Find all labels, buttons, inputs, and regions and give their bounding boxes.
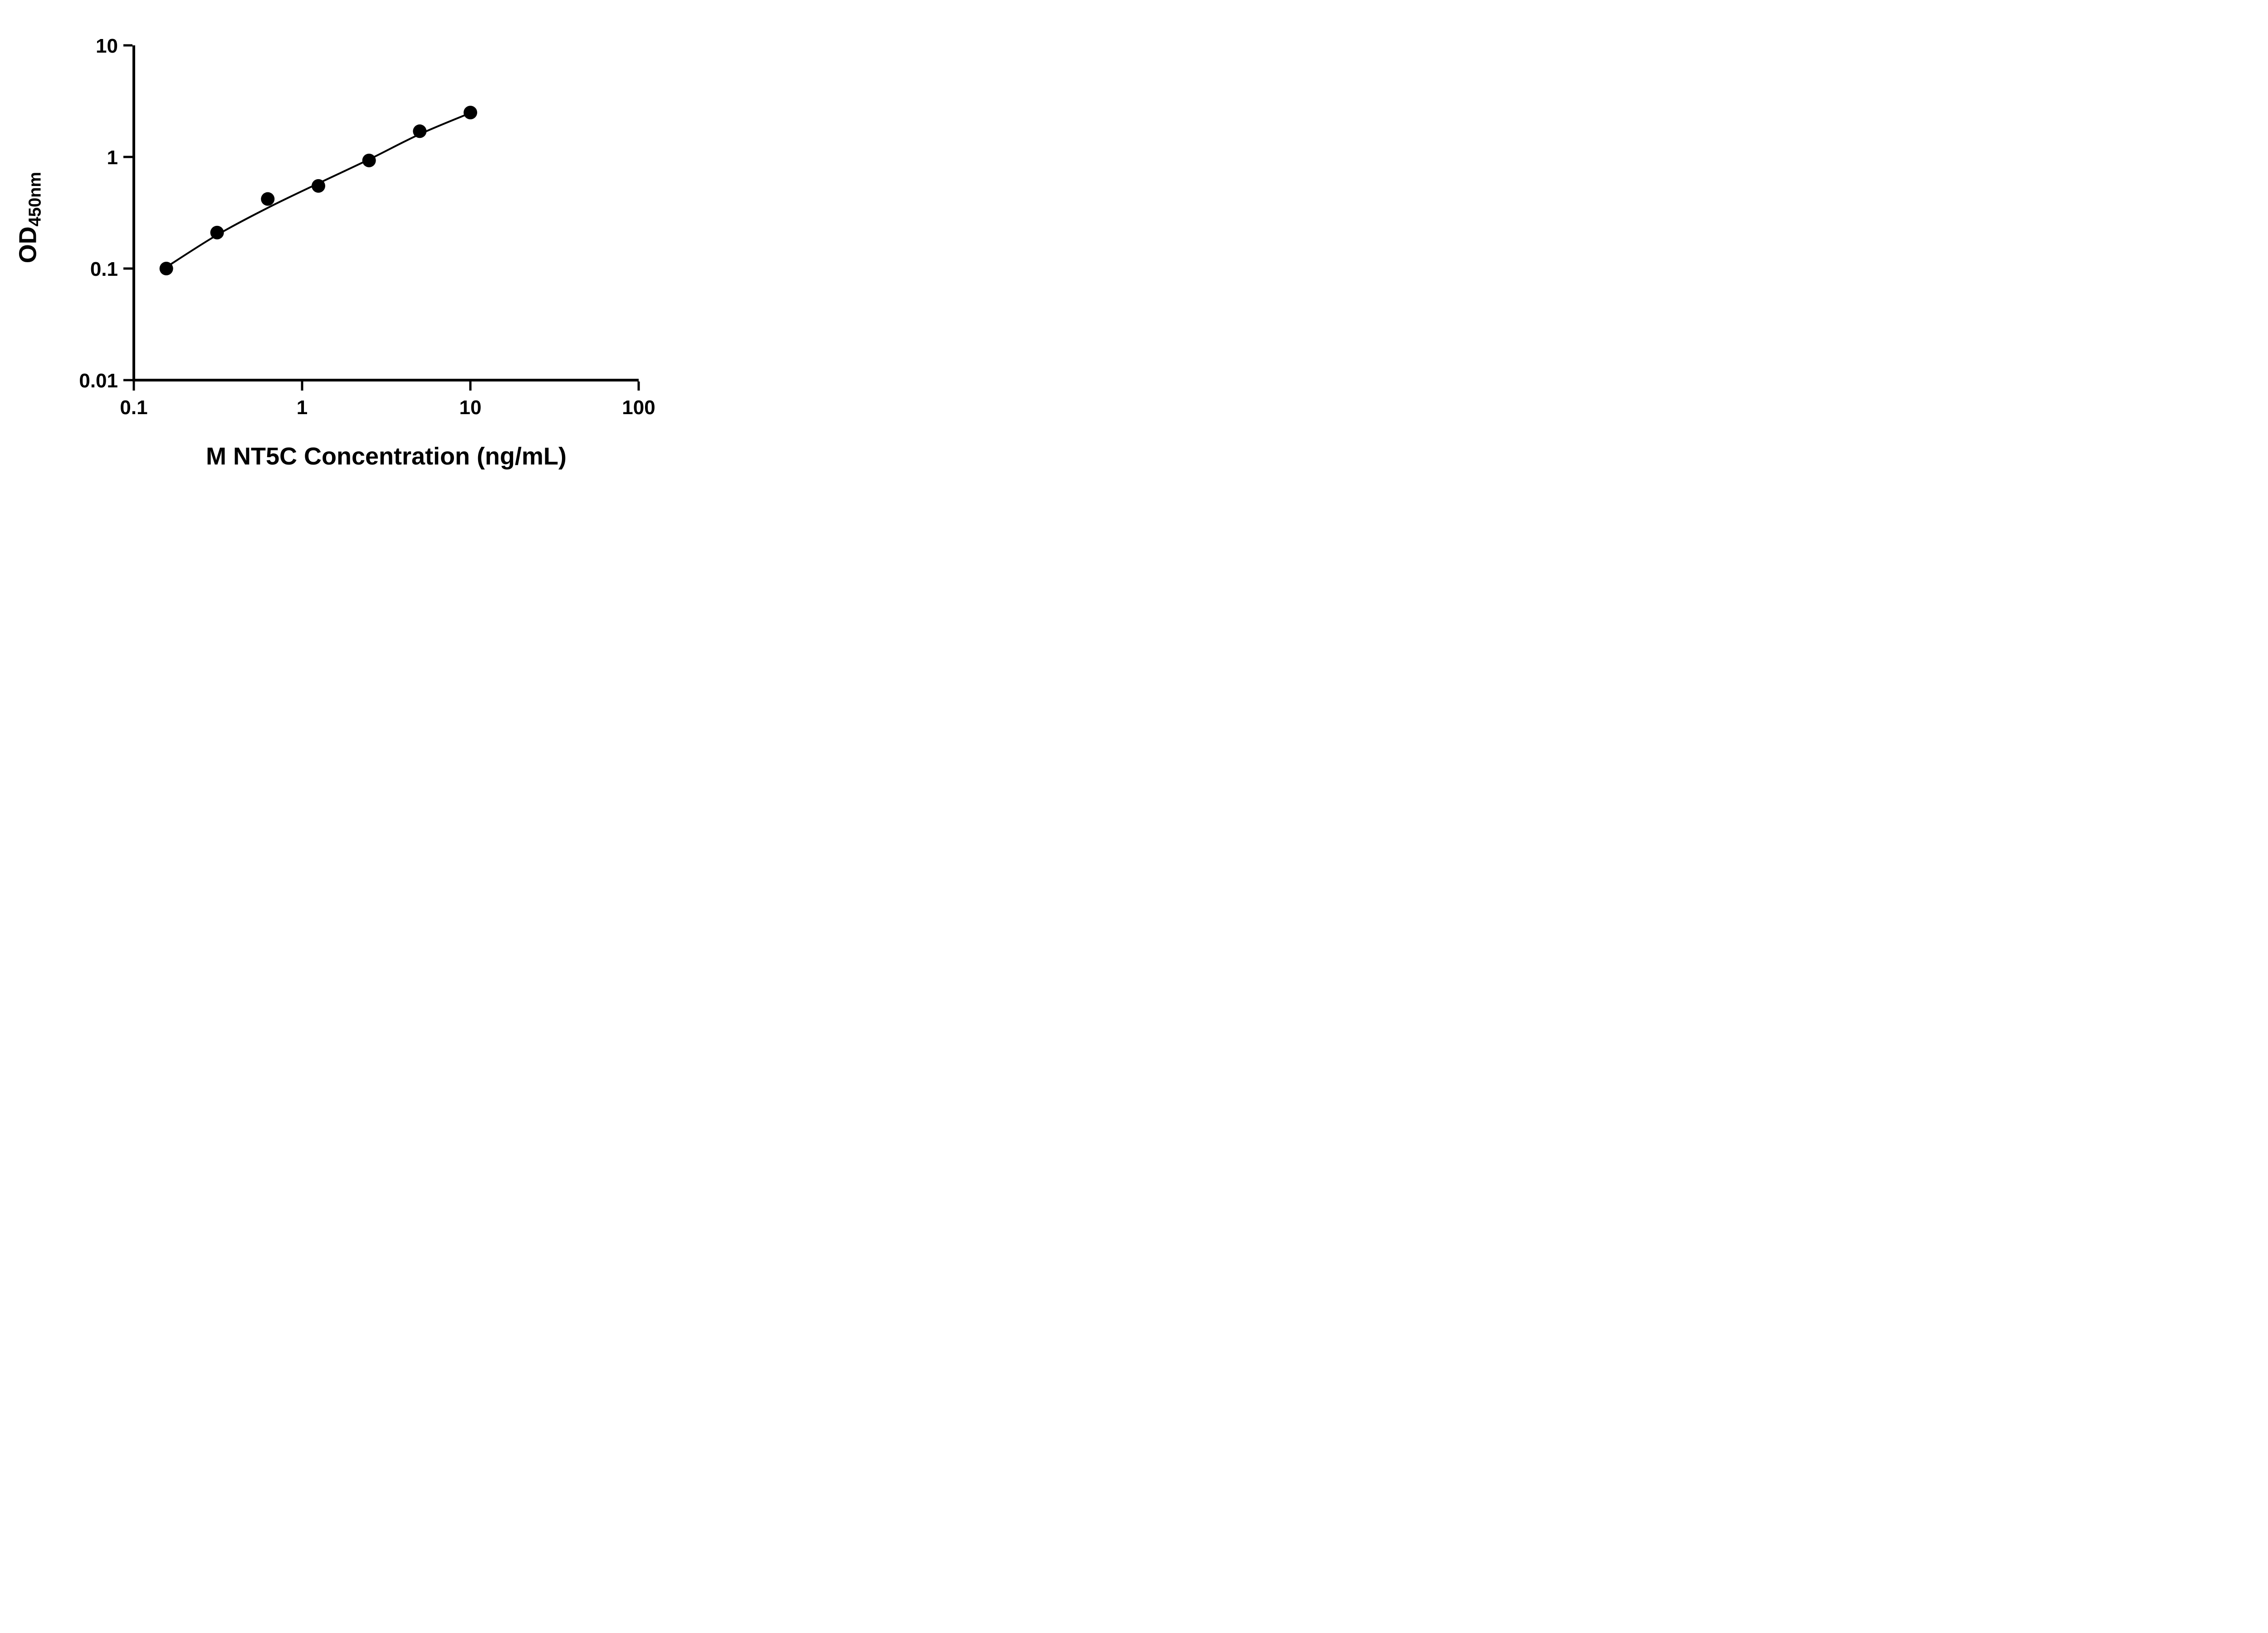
y-tick-label: 0.1 [90,258,118,280]
x-tick-label: 1 [297,396,308,419]
x-tick-label: 0.1 [120,396,147,419]
data-point [362,153,376,167]
y-tick-label: 0.01 [79,370,118,392]
x-axis-label: M NT5C Concentration (ng/mL) [206,443,567,470]
y-axis-label: OD450nm [14,113,45,322]
y-axis-label-subscript: 450nm [25,171,45,227]
elisa-standard-curve-figure: 0.1 1 10 100 0.01 0.1 1 10 OD450nm M NT5C Conce… [0,0,699,490]
x-tick-label: 10 [459,396,482,419]
data-point [159,262,173,275]
x-tick-label: 100 [622,396,655,419]
y-tick-label: 10 [96,35,118,57]
data-point [464,106,477,120]
data-point [413,124,427,138]
data-point [261,192,275,206]
data-point [210,225,224,240]
data-point [311,179,325,193]
y-tick-label: 1 [107,147,118,169]
y-axis-label-main: OD [14,226,42,264]
